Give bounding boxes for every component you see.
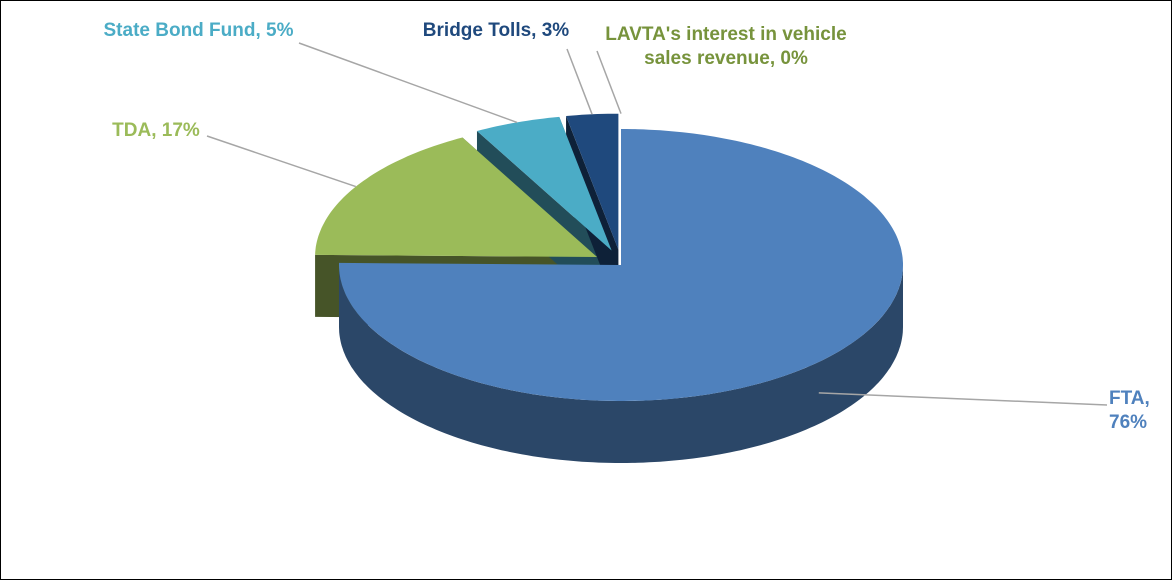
leader-line xyxy=(298,42,518,124)
data-label: LAVTA's interest in vehicle sales revenu… xyxy=(605,24,847,69)
data-label: FTA, 76% xyxy=(1109,388,1150,433)
data-label: Bridge Tolls, 3% xyxy=(422,20,570,41)
leader-line xyxy=(566,48,593,115)
data-label: State Bond Fund, 5% xyxy=(103,20,294,41)
slice-top xyxy=(315,137,598,258)
leader-line xyxy=(818,392,1108,406)
leader-line xyxy=(206,135,357,188)
data-label: TDA, 17% xyxy=(112,120,200,141)
leader-line xyxy=(596,50,622,114)
slice-top xyxy=(477,116,612,251)
slice-top xyxy=(566,113,619,250)
slice-top xyxy=(339,129,903,401)
slice-side xyxy=(339,265,903,463)
